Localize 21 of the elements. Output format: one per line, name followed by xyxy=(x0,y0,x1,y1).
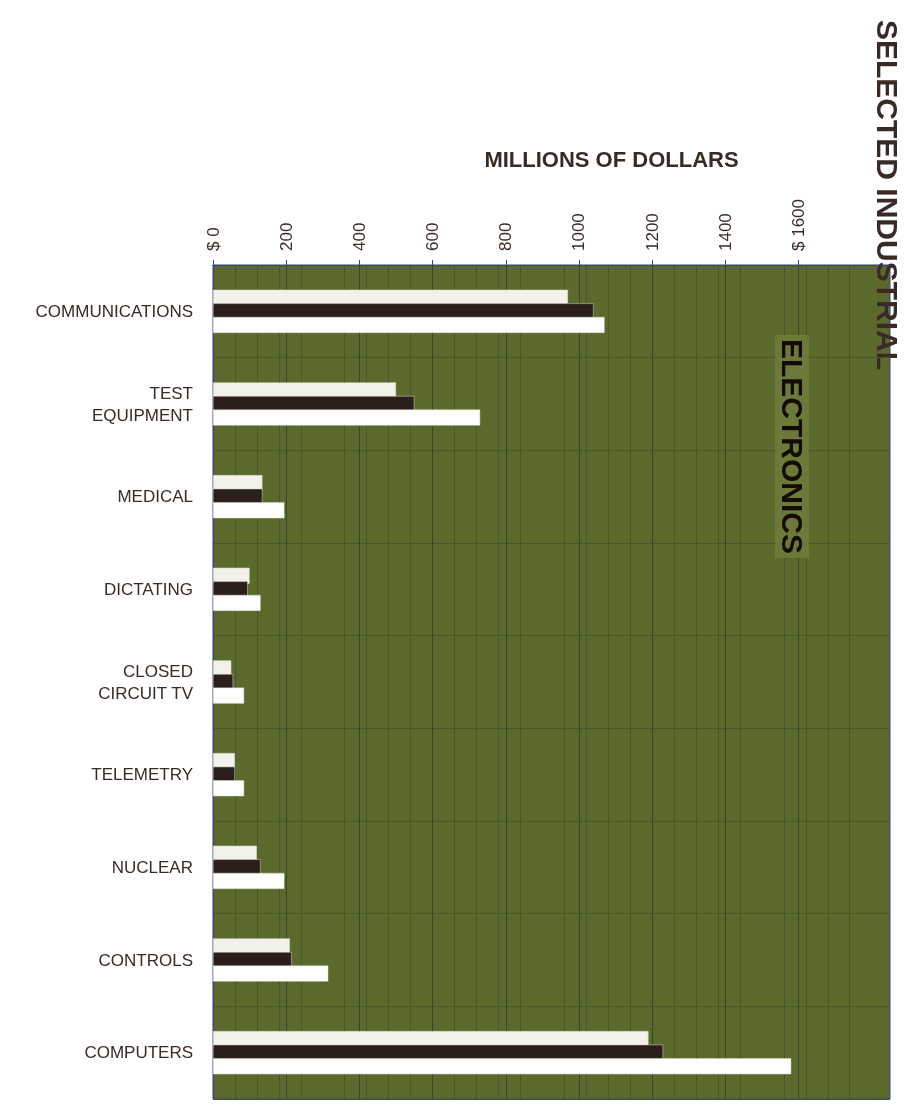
y-tick-label: COMMUNICATIONS xyxy=(35,301,193,321)
y-tick-label: COMPUTERS xyxy=(84,1043,193,1063)
text: ELECTRONICS xyxy=(775,339,809,555)
y-tick-label: CONTROLS xyxy=(98,950,193,970)
x-tick-label: $ 1600 xyxy=(789,199,809,251)
x-tick-label: $ 0 xyxy=(203,227,223,251)
x-axis-title: MILLIONS OF DOLLARS xyxy=(484,146,739,172)
x-tick-label: 1200 xyxy=(642,213,662,251)
x-tick-label: 800 xyxy=(496,222,516,251)
x-tick-label: 400 xyxy=(349,222,369,251)
y-tick-label: DICTATING xyxy=(103,579,193,599)
x-tick-label: 200 xyxy=(276,222,296,251)
x-tick-label: 1000 xyxy=(569,213,589,251)
x-tick-label: 600 xyxy=(423,222,443,251)
y-tick-label: TEST EQUIPMENT xyxy=(91,383,193,425)
y-tick-label: TELEMETRY xyxy=(91,765,193,785)
y-tick-label: MEDICAL xyxy=(117,487,193,507)
x-tick-label: 1400 xyxy=(715,213,735,251)
chart-title: SELECTED INDUSTRIAL xyxy=(870,20,904,371)
y-tick-label: CLOSED CIRCUIT TV xyxy=(98,661,194,703)
y-tick-label: NUCLEAR xyxy=(111,857,193,877)
